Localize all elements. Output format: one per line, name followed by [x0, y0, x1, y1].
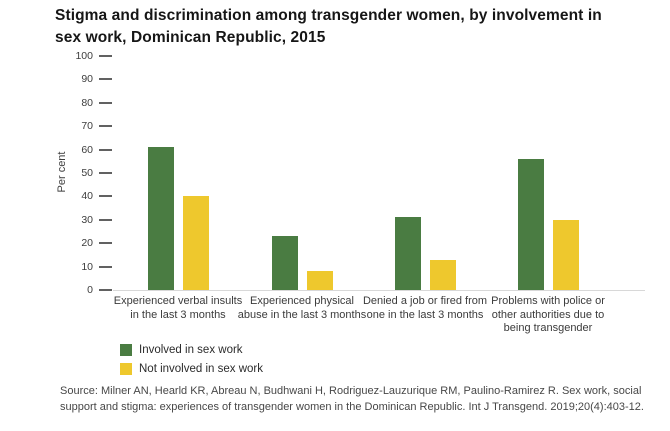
- bar-group2-involved: [271, 236, 298, 290]
- x-axis-label-3: Denied a job or fired from one in the la…: [362, 295, 488, 321]
- legend-label: Not involved in sex work: [139, 363, 263, 375]
- y-tick-label-30: 30: [81, 213, 93, 226]
- bar-group4-not-involved: [552, 219, 579, 290]
- bar-group2-not-involved: [306, 271, 333, 290]
- y-tick-mark-90: [99, 78, 112, 81]
- y-tick-label-50: 50: [81, 167, 93, 179]
- y-tick-mark-60: [99, 148, 112, 151]
- y-tick-label-40: 40: [81, 190, 93, 203]
- legend-label: Involved in sex work: [139, 344, 243, 356]
- y-tick-label-90: 90: [81, 73, 93, 86]
- legend: Involved in sex work Not involved in sex …: [120, 344, 263, 375]
- y-tick-mark-40: [99, 195, 112, 198]
- chart-title: Stigma and discrimination among transgen…: [55, 7, 602, 46]
- y-tick-label-20: 20: [81, 237, 93, 250]
- y-tick-label-0: 0: [87, 284, 93, 296]
- y-tick-label-70: 70: [81, 120, 93, 133]
- y-tick-label-100: 100: [75, 50, 93, 62]
- bar-group1-involved: [147, 147, 174, 290]
- y-tick-mark-10: [99, 265, 112, 268]
- y-tick-mark-70: [99, 125, 112, 128]
- legend-swatch-icon: [120, 363, 132, 375]
- x-axis-label-1: Experienced verbal insults in the last 3…: [113, 295, 243, 321]
- y-tick-label-60: 60: [81, 143, 93, 156]
- y-tick-mark-30: [99, 218, 112, 221]
- y-tick-mark-0: [99, 289, 112, 291]
- y-tick-mark-100: [99, 55, 112, 57]
- y-tick-label-10: 10: [81, 260, 93, 273]
- legend-swatch-icon: [120, 344, 132, 356]
- y-tick-mark-80: [99, 101, 112, 104]
- source-note: Source: Milner AN, Hearld KR, Abreau N, …: [60, 385, 644, 413]
- x-axis-label-2: Experienced physical abuse in the last 3…: [237, 295, 367, 321]
- x-axis-line: [113, 290, 645, 291]
- bar-group3-not-involved: [429, 259, 456, 290]
- y-tick-mark-50: [99, 172, 112, 174]
- legend-item-not-involved: Not involved in sex work: [120, 363, 263, 375]
- bar-group4-involved: [517, 158, 544, 290]
- legend-item-involved: Involved in sex work: [120, 344, 263, 356]
- y-tick-label-80: 80: [81, 96, 93, 109]
- bar-group3-involved: [394, 217, 421, 290]
- x-axis-label-4: Problems with police or other authoritie…: [491, 295, 605, 334]
- bar-group1-not-involved: [182, 196, 209, 290]
- y-tick-mark-20: [99, 242, 112, 245]
